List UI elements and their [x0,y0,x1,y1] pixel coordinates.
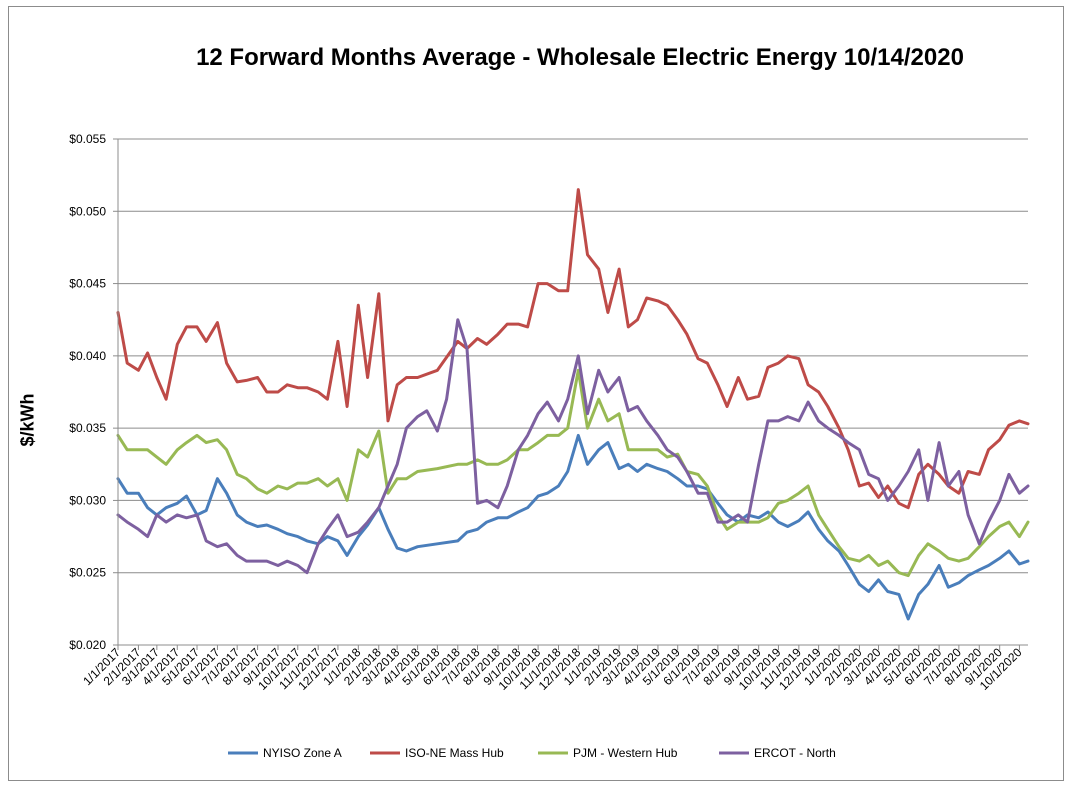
legend-label: NYISO Zone A [263,746,342,760]
chart-frame [8,6,1064,781]
y-tick-label: $0.045 [69,277,106,291]
y-tick-label: $0.030 [69,493,106,507]
legend-label: PJM - Western Hub [573,746,678,760]
y-axis-ticks: $0.020 $0.025 $0.030 $0.035 $0.040 $0.045 $0.0… [69,132,118,652]
y-tick-label: $0.025 [69,566,106,580]
axes [117,139,1028,646]
legend-label: ERCOT - North [754,746,836,760]
y-tick-label: $0.035 [69,421,106,435]
series-lines [116,188,1030,621]
x-axis-ticks: 1/1/20172/1/20173/1/20174/1/20175/1/2017… [80,645,1025,693]
series-line-1 [116,188,1030,510]
y-tick-label: $0.040 [69,349,106,363]
gridlines [118,138,1028,574]
y-tick-label: $0.020 [69,638,106,652]
legend-label: ISO-NE Mass Hub [405,746,504,760]
y-tick-label: $0.055 [69,132,106,146]
series-line-3 [116,318,1030,575]
series-line-0 [116,433,1030,621]
chart-title: 12 Forward Months Average - Wholesale El… [196,44,964,71]
series-line-2 [116,368,1030,578]
y-tick-label: $0.050 [69,204,106,218]
legend: NYISO Zone A ISO-NE Mass Hub PJM - Western… [228,746,836,760]
